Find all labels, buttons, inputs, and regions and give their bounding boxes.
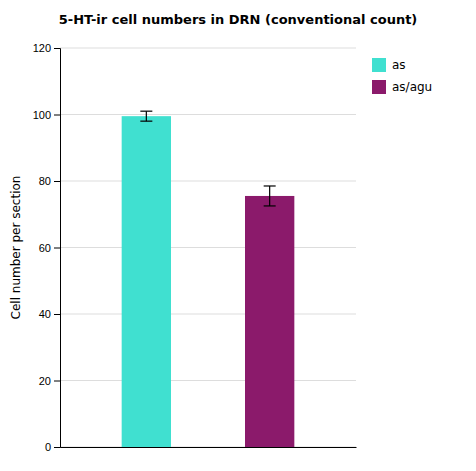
tick-mark [54, 381, 60, 382]
grid-line [60, 314, 356, 315]
error-cap [264, 205, 276, 206]
tick: 0 [45, 441, 60, 453]
tick: 100 [33, 109, 60, 121]
legend-item: as [372, 58, 406, 73]
legend-label: as [392, 58, 406, 72]
grid-line [60, 48, 356, 49]
error-stem [146, 111, 147, 121]
error-cap [140, 111, 152, 112]
bars [122, 111, 295, 447]
legend-swatch [372, 80, 386, 94]
tick: 40 [39, 308, 60, 320]
legend-swatch [372, 58, 386, 72]
axis-line [54, 49, 61, 448]
bar [245, 196, 294, 447]
tick: 120 [33, 42, 60, 54]
tick-label: 100 [33, 109, 51, 121]
axis-line [61, 447, 357, 448]
chart: 0 20 40 60 80 100 120 5-HT-ir cell numbers in D… [0, 0, 476, 471]
tick-mark [54, 48, 60, 49]
grid-line [60, 380, 356, 381]
legend: as as/agu [372, 58, 432, 95]
grid [60, 48, 356, 447]
x-axis [61, 447, 357, 448]
y-axis-title: Cell number per section [9, 176, 23, 320]
tick-label: 20 [39, 375, 51, 387]
tick-mark [54, 181, 60, 182]
grid-line [60, 447, 356, 448]
grid-line [60, 247, 356, 248]
legend-label: as/agu [392, 80, 432, 94]
grid-line [60, 114, 356, 115]
y-axis: 0 20 40 60 80 100 120 [33, 42, 61, 453]
tick-mark [54, 447, 60, 448]
tick-mark [54, 248, 60, 249]
tick-mark [54, 115, 60, 116]
tick: 80 [39, 175, 60, 187]
error-bar [140, 111, 152, 121]
error-cap [140, 121, 152, 122]
error-cap [264, 185, 276, 186]
tick: 60 [39, 242, 60, 254]
error-stem [269, 186, 270, 206]
tick: 20 [39, 375, 60, 387]
grid-line [60, 181, 356, 182]
tick-label: 60 [39, 242, 51, 254]
tick-label: 0 [45, 441, 51, 453]
bar [122, 116, 171, 447]
title: 5-HT-ir cell numbers in DRN (conventiona… [59, 12, 418, 27]
tick-mark [54, 314, 60, 315]
error-bar [264, 186, 276, 206]
legend-item: as/agu [372, 80, 432, 95]
plot: 0 20 40 60 80 100 120 [33, 42, 357, 453]
tick-label: 120 [33, 42, 51, 54]
tick-label: 80 [39, 175, 51, 187]
tick-label: 40 [39, 308, 51, 320]
